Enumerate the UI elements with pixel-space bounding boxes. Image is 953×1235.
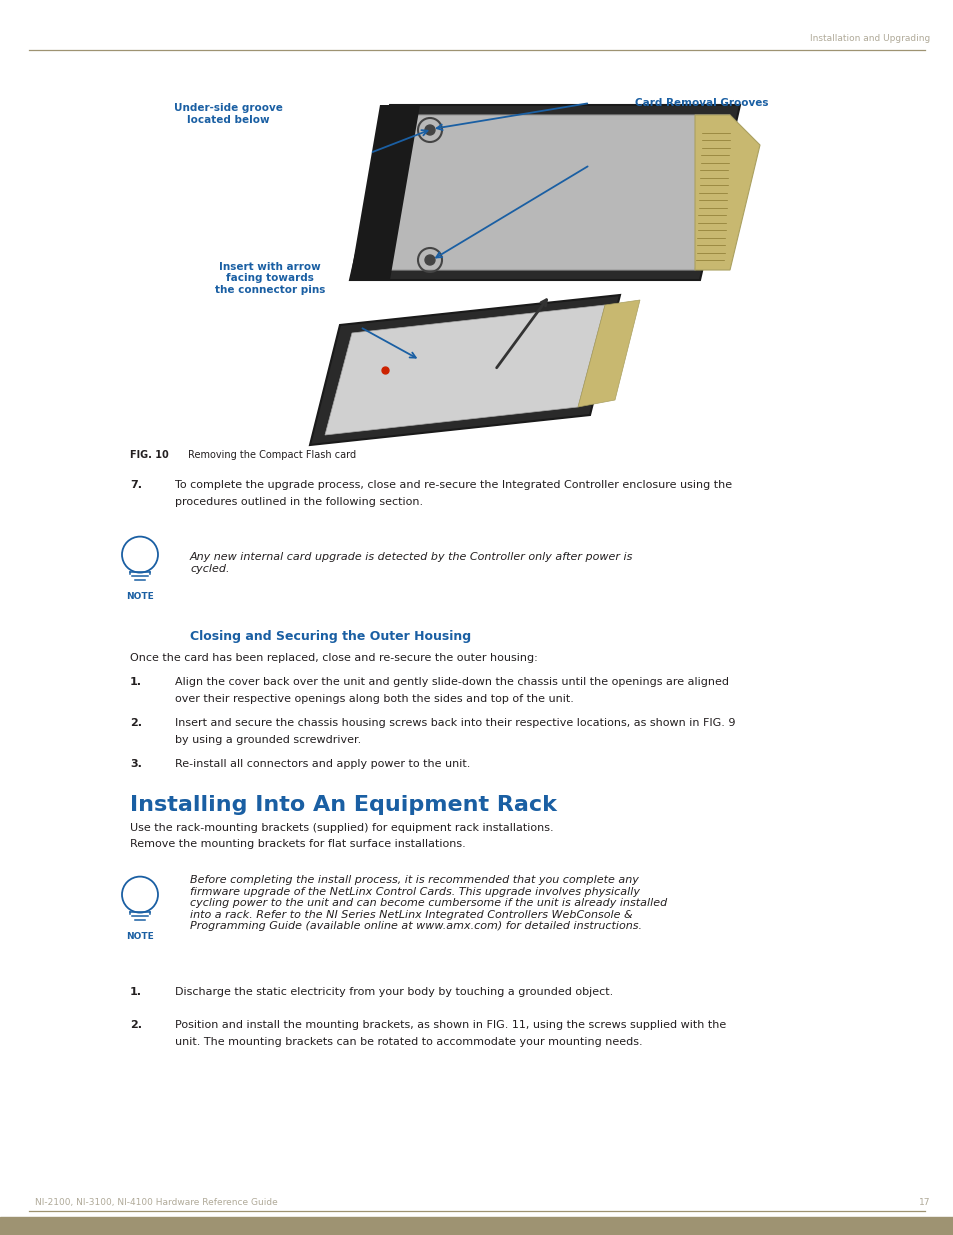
- Text: 17: 17: [918, 1198, 929, 1207]
- Polygon shape: [350, 105, 419, 280]
- Circle shape: [424, 125, 435, 135]
- Text: To complete the upgrade process, close and re-secure the Integrated Controller e: To complete the upgrade process, close a…: [174, 480, 731, 490]
- Text: Use the rack-mounting brackets (supplied) for equipment rack installations.: Use the rack-mounting brackets (supplied…: [130, 823, 553, 832]
- Text: Insert and secure the chassis housing screws back into their respective location: Insert and secure the chassis housing sc…: [174, 718, 735, 727]
- Text: NI-2100, NI-3100, NI-4100 Hardware Reference Guide: NI-2100, NI-3100, NI-4100 Hardware Refer…: [35, 1198, 277, 1207]
- Text: Card Removal Grooves: Card Removal Grooves: [635, 98, 768, 107]
- Polygon shape: [325, 305, 604, 435]
- Text: Any new internal card upgrade is detected by the Controller only after power is
: Any new internal card upgrade is detecte…: [190, 552, 633, 573]
- Text: Align the cover back over the unit and gently slide-down the chassis until the o: Align the cover back over the unit and g…: [174, 677, 728, 687]
- Text: NOTE: NOTE: [126, 592, 153, 601]
- Text: by using a grounded screwdriver.: by using a grounded screwdriver.: [174, 735, 361, 745]
- Text: Under-side groove
located below: Under-side groove located below: [173, 104, 282, 125]
- Text: 1.: 1.: [130, 677, 142, 687]
- Text: 2.: 2.: [130, 1020, 142, 1030]
- Polygon shape: [370, 115, 729, 270]
- Polygon shape: [578, 300, 639, 408]
- Text: Removing the Compact Flash card: Removing the Compact Flash card: [188, 450, 355, 459]
- Text: Remove the mounting brackets for flat surface installations.: Remove the mounting brackets for flat su…: [130, 839, 465, 848]
- Text: 2.: 2.: [130, 718, 142, 727]
- Text: FIG. 10: FIG. 10: [130, 450, 169, 459]
- Text: over their respective openings along both the sides and top of the unit.: over their respective openings along bot…: [174, 694, 574, 704]
- Text: Position and install the mounting brackets, as shown in FIG. 11, using the screw: Position and install the mounting bracke…: [174, 1020, 725, 1030]
- Text: unit. The mounting brackets can be rotated to accommodate your mounting needs.: unit. The mounting brackets can be rotat…: [174, 1037, 642, 1047]
- Text: Before completing the install process, it is recommended that you complete any
f: Before completing the install process, i…: [190, 876, 666, 931]
- Text: Re-install all connectors and apply power to the unit.: Re-install all connectors and apply powe…: [174, 760, 470, 769]
- Polygon shape: [350, 105, 740, 280]
- Polygon shape: [310, 295, 619, 445]
- Text: Installation and Upgrading: Installation and Upgrading: [809, 35, 929, 43]
- Text: Closing and Securing the Outer Housing: Closing and Securing the Outer Housing: [190, 630, 471, 643]
- Circle shape: [424, 254, 435, 266]
- Text: 1.: 1.: [130, 987, 142, 997]
- Text: 7.: 7.: [130, 480, 142, 490]
- Text: Insert with arrow
facing towards
the connector pins: Insert with arrow facing towards the con…: [214, 262, 325, 295]
- Polygon shape: [695, 115, 760, 270]
- Text: procedures outlined in the following section.: procedures outlined in the following sec…: [174, 496, 423, 508]
- Bar: [0, 1216, 953, 1235]
- Text: NOTE: NOTE: [126, 932, 153, 941]
- Text: Once the card has been replaced, close and re-secure the outer housing:: Once the card has been replaced, close a…: [130, 653, 537, 663]
- Text: Installing Into An Equipment Rack: Installing Into An Equipment Rack: [130, 795, 557, 815]
- Text: 3.: 3.: [130, 760, 142, 769]
- Text: Discharge the static electricity from your body by touching a grounded object.: Discharge the static electricity from yo…: [174, 987, 613, 997]
